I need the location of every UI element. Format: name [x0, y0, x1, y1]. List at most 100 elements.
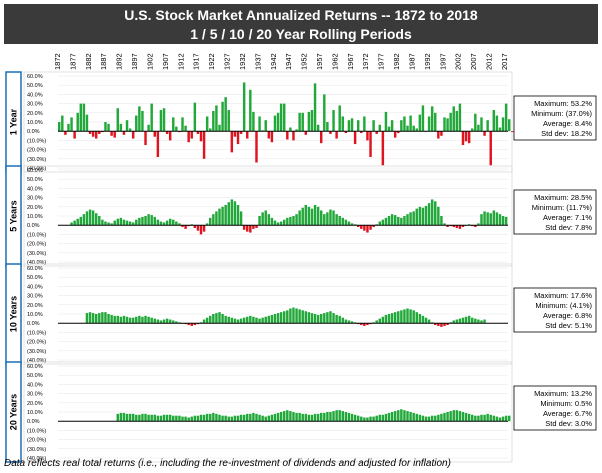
bar	[443, 223, 446, 226]
bar	[227, 110, 230, 132]
bar	[138, 217, 141, 226]
bar	[221, 314, 224, 324]
y-tick-label: (20.0%)	[27, 438, 46, 444]
x-tick-label: 1927	[223, 53, 232, 70]
bar	[190, 416, 193, 422]
bar	[467, 315, 471, 324]
bar	[461, 131, 465, 145]
bar	[159, 110, 163, 132]
y-tick-label: (40.0%)	[27, 260, 46, 266]
bar	[224, 415, 227, 422]
bar	[79, 103, 83, 132]
x-tick-label: 1932	[238, 53, 247, 70]
panel-label: 10 Years	[9, 296, 19, 332]
bar	[313, 204, 317, 226]
bar	[258, 414, 261, 422]
bar	[128, 317, 132, 324]
bar	[375, 131, 378, 134]
panel-label: 20 Years	[9, 394, 19, 430]
bar	[230, 131, 234, 153]
bar	[125, 413, 129, 422]
y-tick-label: 20.0%	[27, 401, 43, 407]
bar	[437, 131, 440, 139]
bar	[168, 414, 172, 422]
y-tick-label: 30.0%	[27, 294, 43, 300]
stat-line: Average: 7.1%	[543, 213, 592, 222]
bar	[295, 214, 298, 226]
bar	[252, 111, 255, 132]
bar	[184, 416, 187, 422]
bar	[255, 317, 258, 324]
bar	[366, 323, 369, 326]
bar	[131, 222, 135, 226]
bar	[199, 131, 203, 142]
bar	[393, 131, 397, 138]
bar	[252, 316, 255, 324]
bar	[508, 119, 511, 132]
y-tick-label: 40.0%	[27, 284, 43, 290]
bar	[218, 312, 221, 324]
bar	[122, 219, 126, 226]
bar	[430, 106, 434, 132]
bar	[172, 219, 175, 226]
bar	[412, 310, 415, 324]
bar	[381, 219, 385, 226]
bar	[415, 312, 418, 324]
bar	[258, 116, 261, 132]
bar	[427, 319, 431, 324]
stat-line: Std dev: 18.2%	[541, 129, 592, 138]
bar	[98, 313, 101, 324]
bar	[313, 83, 317, 132]
bar	[369, 131, 372, 157]
bar	[230, 416, 234, 422]
bar	[406, 411, 409, 422]
bar	[353, 414, 357, 422]
chart-subtitle: 1 / 5 / 10 / 20 Year Rolling Periods	[190, 26, 412, 42]
bar	[242, 317, 246, 324]
x-tick-label: 1952	[300, 53, 309, 70]
bar	[495, 416, 499, 422]
y-tick-label: (10.0%)	[27, 232, 46, 238]
bar	[390, 120, 394, 132]
bar	[356, 415, 360, 422]
bar	[421, 207, 425, 226]
bar	[110, 223, 113, 226]
y-tick-label: 50.0%	[27, 275, 43, 281]
bar	[387, 314, 391, 324]
bar	[212, 314, 215, 324]
y-tick-label: 60.0%	[27, 168, 43, 174]
bar	[233, 201, 237, 226]
bar	[381, 131, 385, 166]
bar	[504, 216, 508, 226]
y-tick-label: (20.0%)	[27, 340, 46, 346]
x-tick-label: 1997	[438, 53, 447, 70]
y-tick-label: (10.0%)	[27, 330, 46, 336]
bar	[162, 319, 166, 324]
stat-line: Minimum: 0.5%	[540, 399, 592, 408]
y-tick-label: 0.0%	[27, 419, 40, 425]
bar	[347, 120, 351, 132]
stat-line: Std dev: 7.8%	[545, 223, 592, 232]
bar	[82, 103, 86, 132]
bar	[283, 103, 286, 132]
panel-label-box	[5, 361, 22, 463]
bar	[430, 199, 434, 226]
bar	[138, 106, 141, 132]
bar	[412, 125, 415, 132]
bar	[356, 225, 360, 228]
bar	[242, 82, 246, 132]
y-tick-label: 50.0%	[27, 177, 43, 183]
bar	[332, 110, 335, 132]
bar	[221, 101, 224, 132]
bar	[82, 214, 86, 226]
bar	[196, 131, 200, 134]
bar	[332, 411, 335, 422]
bar	[147, 414, 150, 422]
bar	[276, 412, 280, 422]
x-tick-label: 1882	[84, 53, 93, 70]
bar	[283, 311, 286, 324]
stat-line: Maximum: 53.2%	[534, 99, 592, 108]
bar	[165, 414, 169, 422]
bar	[292, 307, 295, 324]
bar	[239, 211, 243, 226]
